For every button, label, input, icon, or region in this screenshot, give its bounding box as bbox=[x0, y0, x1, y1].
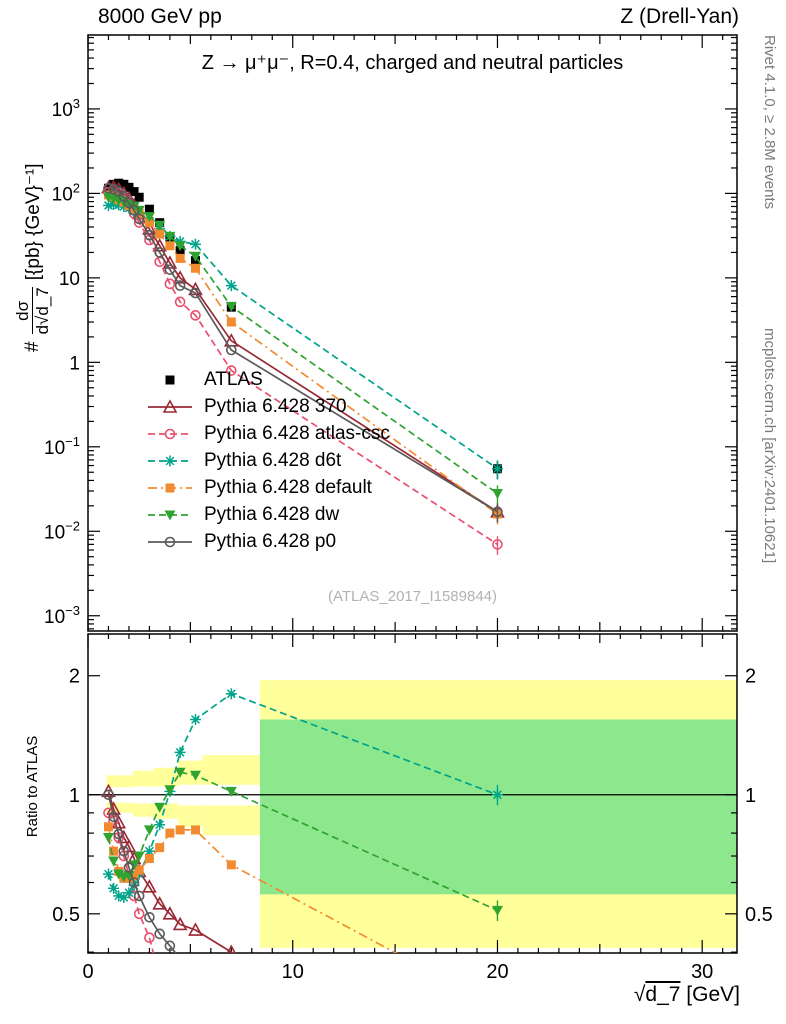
plot-title: Z → μ⁺μ⁻, R=0.4, charged and neutral par… bbox=[201, 52, 624, 74]
main-y-tick-label: 103 bbox=[52, 96, 80, 121]
ratio-y-tick-label-right: 2 bbox=[745, 666, 756, 688]
main-y-tick-label: 102 bbox=[52, 180, 80, 205]
x-tick-label: 20 bbox=[486, 961, 508, 983]
legend-marker-atlas bbox=[165, 375, 175, 384]
mcplots-arxiv-note: mcplots.cern.ch [arXiv:2401.10621] bbox=[761, 328, 778, 564]
legend-label-pythia-default: Pythia 6.428 default bbox=[204, 476, 372, 498]
rivet-version-note: Rivet 4.1.0, ≥ 2.8M events bbox=[761, 35, 778, 210]
legend-label-pythia-atlas-csc: Pythia 6.428 atlas-csc bbox=[204, 422, 390, 444]
main-panel-frame bbox=[87, 34, 738, 632]
ratio-axis-label: Ratio to ATLAS bbox=[24, 735, 41, 838]
main-y-tick-label: 10−1 bbox=[44, 434, 80, 459]
analysis-watermark: (ATLAS_2017_I1589844) bbox=[327, 588, 497, 605]
ylabel-denominator: d√d_7 bbox=[32, 287, 53, 335]
main-y-tick-label: 10−3 bbox=[44, 603, 80, 628]
legend-marker-pythia-dw bbox=[148, 510, 192, 520]
legend-marker-pythia-370 bbox=[148, 398, 192, 413]
legend-label-pythia-dw: Pythia 6.428 dw bbox=[204, 503, 340, 525]
main-y-tick-label: 1 bbox=[69, 353, 80, 374]
ratio-y-tick-label-right: 1 bbox=[745, 785, 756, 807]
ylabel-units: [{pb} {GeV}⁻¹] bbox=[22, 163, 44, 281]
x-axis-label: √d_7 [GeV] bbox=[634, 983, 740, 1007]
legend-item-pythia-p0: Pythia 6.428 p0 bbox=[146, 528, 390, 555]
legend-marker-pythia-atlas-csc bbox=[148, 428, 192, 439]
ratio-series-pythia-p0 bbox=[103, 789, 177, 953]
legend-marker-pythia-p0 bbox=[148, 536, 192, 547]
ylabel-den-arg: d_7 bbox=[33, 287, 53, 316]
xlabel-sqrt: √ bbox=[633, 983, 646, 1006]
legend-label-pythia-370: Pythia 6.428 370 bbox=[204, 395, 347, 417]
ratio-y-tick-label: 0.5 bbox=[52, 904, 80, 926]
legend-marker-pythia-d6t bbox=[148, 455, 192, 466]
ratio-series-pythia-d6t bbox=[102, 688, 503, 903]
ratio-y-tick-label: 2 bbox=[69, 666, 80, 688]
ylabel-fraction: dσ d√d_7 bbox=[13, 287, 53, 335]
legend-label-pythia-p0: Pythia 6.428 p0 bbox=[204, 530, 337, 552]
x-tick-label: 10 bbox=[282, 961, 304, 983]
ratio-panel-frame bbox=[87, 633, 738, 954]
legend-item-pythia-default: Pythia 6.428 default bbox=[146, 474, 390, 501]
main-y-tick-label: 10 bbox=[59, 269, 80, 290]
ratio-y-tick-label-right: 0.5 bbox=[745, 904, 773, 926]
main-series-pythia-p0 bbox=[103, 182, 503, 523]
legend-marker-pythia-default bbox=[148, 483, 192, 492]
ylabel-prefix: # bbox=[22, 341, 44, 352]
main-series-pythia-dw bbox=[102, 192, 503, 505]
uncertainty-bands bbox=[106, 680, 737, 948]
beam-energy-label: 8000 GeV pp bbox=[98, 5, 222, 28]
xlabel-arg: d_7 bbox=[645, 983, 681, 1006]
legend-item-pythia-d6t: Pythia 6.428 d6t bbox=[146, 447, 390, 474]
legend-item-pythia-atlas-csc: Pythia 6.428 atlas-csc bbox=[146, 420, 390, 447]
ylabel-numerator: dσ bbox=[13, 300, 32, 321]
x-tick-label: 30 bbox=[691, 961, 713, 983]
x-tick-label: 0 bbox=[82, 961, 93, 983]
legend-item-atlas: ATLAS bbox=[146, 366, 390, 393]
xlabel-units: [GeV] bbox=[680, 983, 740, 1006]
process-label: Z (Drell-Yan) bbox=[620, 5, 739, 28]
legend-item-pythia-dw: Pythia 6.428 dw bbox=[146, 501, 390, 528]
y-axis-label: # dσ d√d_7 [{pb} {GeV}⁻¹] bbox=[13, 163, 53, 352]
ylabel-den-prefix: d√ bbox=[33, 315, 53, 335]
legend-label-pythia-d6t: Pythia 6.428 d6t bbox=[204, 449, 342, 471]
ratio-y-tick-label: 1 bbox=[69, 785, 80, 807]
legend-label-atlas: ATLAS bbox=[204, 368, 263, 390]
legend-item-pythia-370: Pythia 6.428 370 bbox=[146, 393, 390, 420]
legend: ATLAS Pythia 6.428 370 Pythia 6.428 atla… bbox=[146, 366, 390, 555]
main-y-tick-label: 10−2 bbox=[44, 518, 80, 543]
